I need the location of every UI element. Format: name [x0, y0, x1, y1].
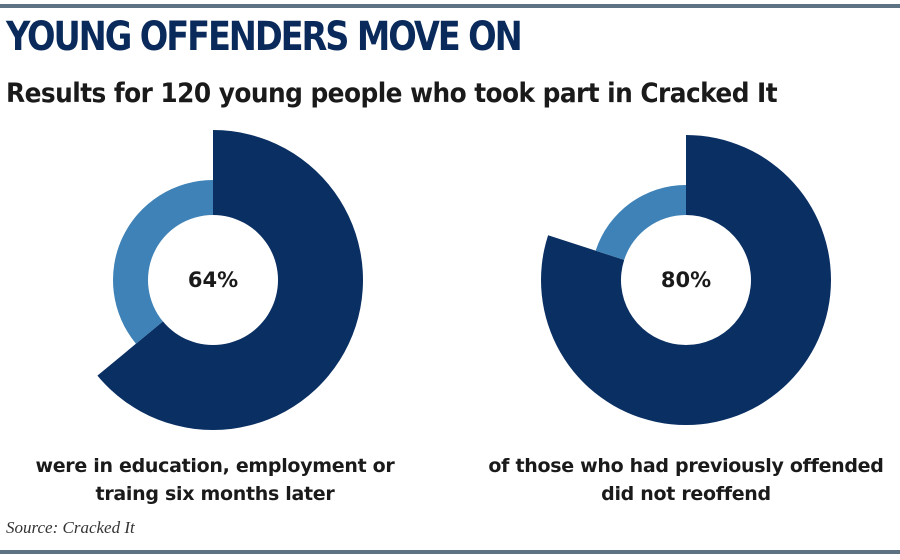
caption-line: of those who had previously offended: [488, 455, 884, 477]
center-value-label: 64%: [188, 268, 238, 292]
caption-line: traing six months later: [95, 483, 335, 505]
caption-line: did not reoffend: [601, 483, 771, 505]
donut-chart-reoffend: 80%: [541, 135, 832, 425]
caption-line: were in education, employment or: [35, 455, 395, 477]
slice-main: [541, 135, 832, 425]
slice-main: [97, 130, 363, 430]
source-note: Source: Cracked It: [6, 518, 135, 537]
caption-reoffend: of those who had previously offended did…: [476, 452, 896, 508]
slice-rest: [595, 185, 686, 260]
top-rule: [0, 4, 900, 8]
chart-title: YOUNG OFFENDERS MOVE ON: [6, 14, 523, 60]
caption-education: were in education, employment or traing …: [5, 452, 425, 508]
center-value-label: 80%: [661, 268, 711, 292]
chart-subtitle: Results for 120 young people who took pa…: [6, 78, 778, 109]
bottom-rule: [0, 550, 900, 554]
slice-rest: [113, 180, 213, 344]
donut-chart-education: 64%: [97, 130, 363, 430]
